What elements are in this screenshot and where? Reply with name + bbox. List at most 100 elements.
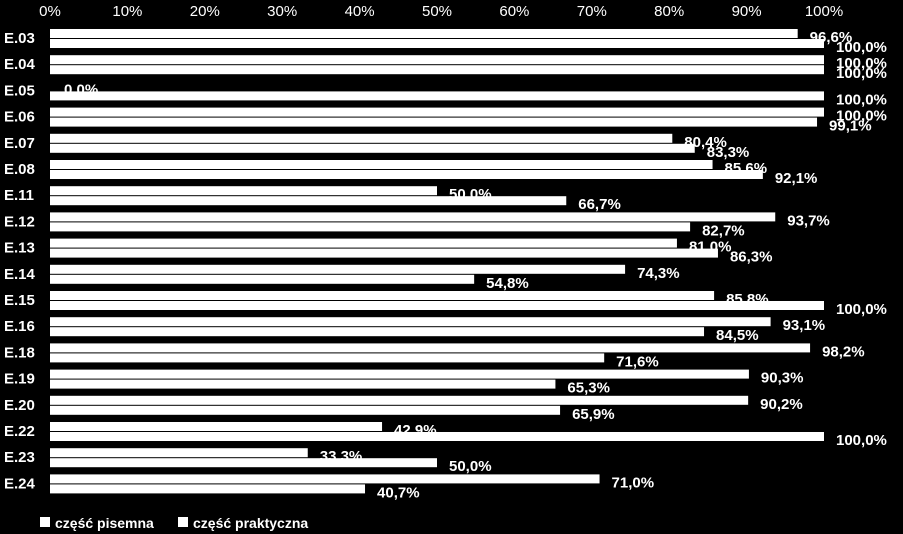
data-label: 90,3% — [761, 370, 804, 387]
bar-practical — [50, 196, 567, 206]
category-label: E.06 — [4, 109, 35, 126]
bar-written — [50, 343, 811, 353]
data-label: 100,0% — [836, 55, 887, 72]
x-axis-ticks: 0% 10% 20% 30% 40% 50% 60% 70% 80% 90% 100% — [39, 3, 843, 20]
category-label: E.13 — [4, 240, 35, 257]
data-label: 0.0% — [64, 81, 98, 98]
data-label: 100,0% — [836, 65, 887, 82]
bar-practical — [50, 301, 824, 310]
data-label: 100,0% — [836, 108, 887, 125]
category-label: E.20 — [4, 397, 35, 414]
bar-written — [50, 264, 626, 274]
data-label: 40,7% — [377, 484, 420, 501]
legend-label-practical: część praktyczna — [193, 515, 308, 531]
category-label: E.14 — [4, 266, 36, 283]
data-label: 50,0% — [449, 458, 492, 475]
data-label: 81,0% — [689, 239, 732, 256]
bar-practical — [50, 353, 605, 363]
data-label: 100,0% — [836, 91, 887, 108]
data-label: 100,0% — [836, 39, 887, 56]
category-label: E.15 — [4, 292, 35, 309]
data-label: 86,3% — [730, 249, 773, 266]
x-tick-label: 60% — [499, 3, 529, 20]
data-label: 33,3% — [320, 448, 363, 465]
data-label: 90,2% — [760, 396, 803, 413]
category-labels: E.03 E.04 E.05 E.06 E.07 E.08 E.11 E.12 E.13 E.14… — [4, 30, 36, 492]
data-label: 82,7% — [702, 222, 745, 239]
bar-practical — [50, 274, 475, 284]
bar-written — [50, 291, 715, 300]
data-label: 42,9% — [394, 422, 437, 439]
bar-practical — [50, 222, 691, 232]
x-tick-label: 100% — [805, 3, 843, 20]
bar-practical — [50, 65, 824, 75]
data-label: 66,7% — [578, 196, 621, 213]
data-label: 96,6% — [810, 29, 853, 46]
category-label: E.04 — [4, 56, 36, 73]
category-label: E.24 — [4, 475, 36, 492]
x-tick-label: 10% — [112, 3, 142, 20]
data-label: 54,8% — [486, 275, 529, 292]
bar-practical — [50, 327, 705, 337]
data-label: 65,3% — [567, 380, 610, 397]
legend-swatch-practical — [178, 517, 188, 527]
bar-practical — [50, 248, 718, 258]
legend-label-written: część pisemna — [55, 515, 154, 531]
data-label: 74,3% — [637, 265, 680, 282]
bar-written — [50, 160, 713, 169]
data-label: 65,9% — [572, 406, 615, 423]
bar-written — [50, 107, 824, 117]
data-label: 93,7% — [787, 212, 830, 229]
category-label: E.03 — [4, 30, 35, 47]
bar-practical — [50, 458, 437, 468]
data-label: 93,1% — [783, 317, 826, 334]
data-label: 50,0% — [449, 186, 492, 203]
bar-practical — [50, 117, 818, 127]
category-label: E.19 — [4, 371, 35, 388]
legend-swatch-written — [40, 517, 50, 527]
bar-practical — [50, 405, 561, 415]
category-label: E.22 — [4, 423, 35, 440]
bar-written — [50, 317, 771, 327]
x-tick-label: 70% — [577, 3, 607, 20]
bar-written — [50, 212, 776, 222]
x-tick-label: 80% — [654, 3, 684, 20]
bar-practical — [50, 91, 824, 101]
bar-written — [50, 395, 749, 405]
bar-practical — [50, 432, 824, 441]
x-tick-label: 40% — [345, 3, 375, 20]
data-label: 84,5% — [716, 327, 759, 344]
data-label: 85,8% — [726, 291, 769, 308]
data-label: 83,3% — [707, 144, 750, 161]
data-label: 85,6% — [725, 160, 768, 177]
data-label: 99,1% — [829, 118, 872, 135]
category-label: E.16 — [4, 318, 35, 335]
bar-practical — [50, 39, 824, 48]
bar-written — [50, 238, 677, 248]
bar-practical — [50, 170, 763, 179]
bar-written — [50, 186, 437, 196]
x-tick-label: 50% — [422, 3, 452, 20]
x-tick-label: 90% — [732, 3, 762, 20]
bar-written — [50, 422, 383, 431]
data-label: 100,0% — [836, 432, 887, 449]
data-label: 71,6% — [616, 353, 659, 370]
data-label: 98,2% — [822, 343, 865, 360]
bar-written — [50, 29, 798, 38]
bar-written — [50, 133, 673, 143]
bar-practical — [50, 143, 695, 153]
bars — [50, 29, 824, 494]
data-label: 80,4% — [684, 134, 727, 151]
x-tick-label: 0% — [39, 3, 61, 20]
x-tick-label: 20% — [190, 3, 220, 20]
bar-written — [50, 369, 749, 379]
data-label: 92,1% — [775, 170, 818, 187]
data-label: 71,0% — [612, 474, 655, 491]
bar-practical — [50, 484, 366, 494]
data-label: 100,0% — [836, 301, 887, 318]
category-label: E.11 — [4, 187, 34, 204]
category-label: E.07 — [4, 135, 35, 152]
x-tick-label: 30% — [267, 3, 297, 20]
